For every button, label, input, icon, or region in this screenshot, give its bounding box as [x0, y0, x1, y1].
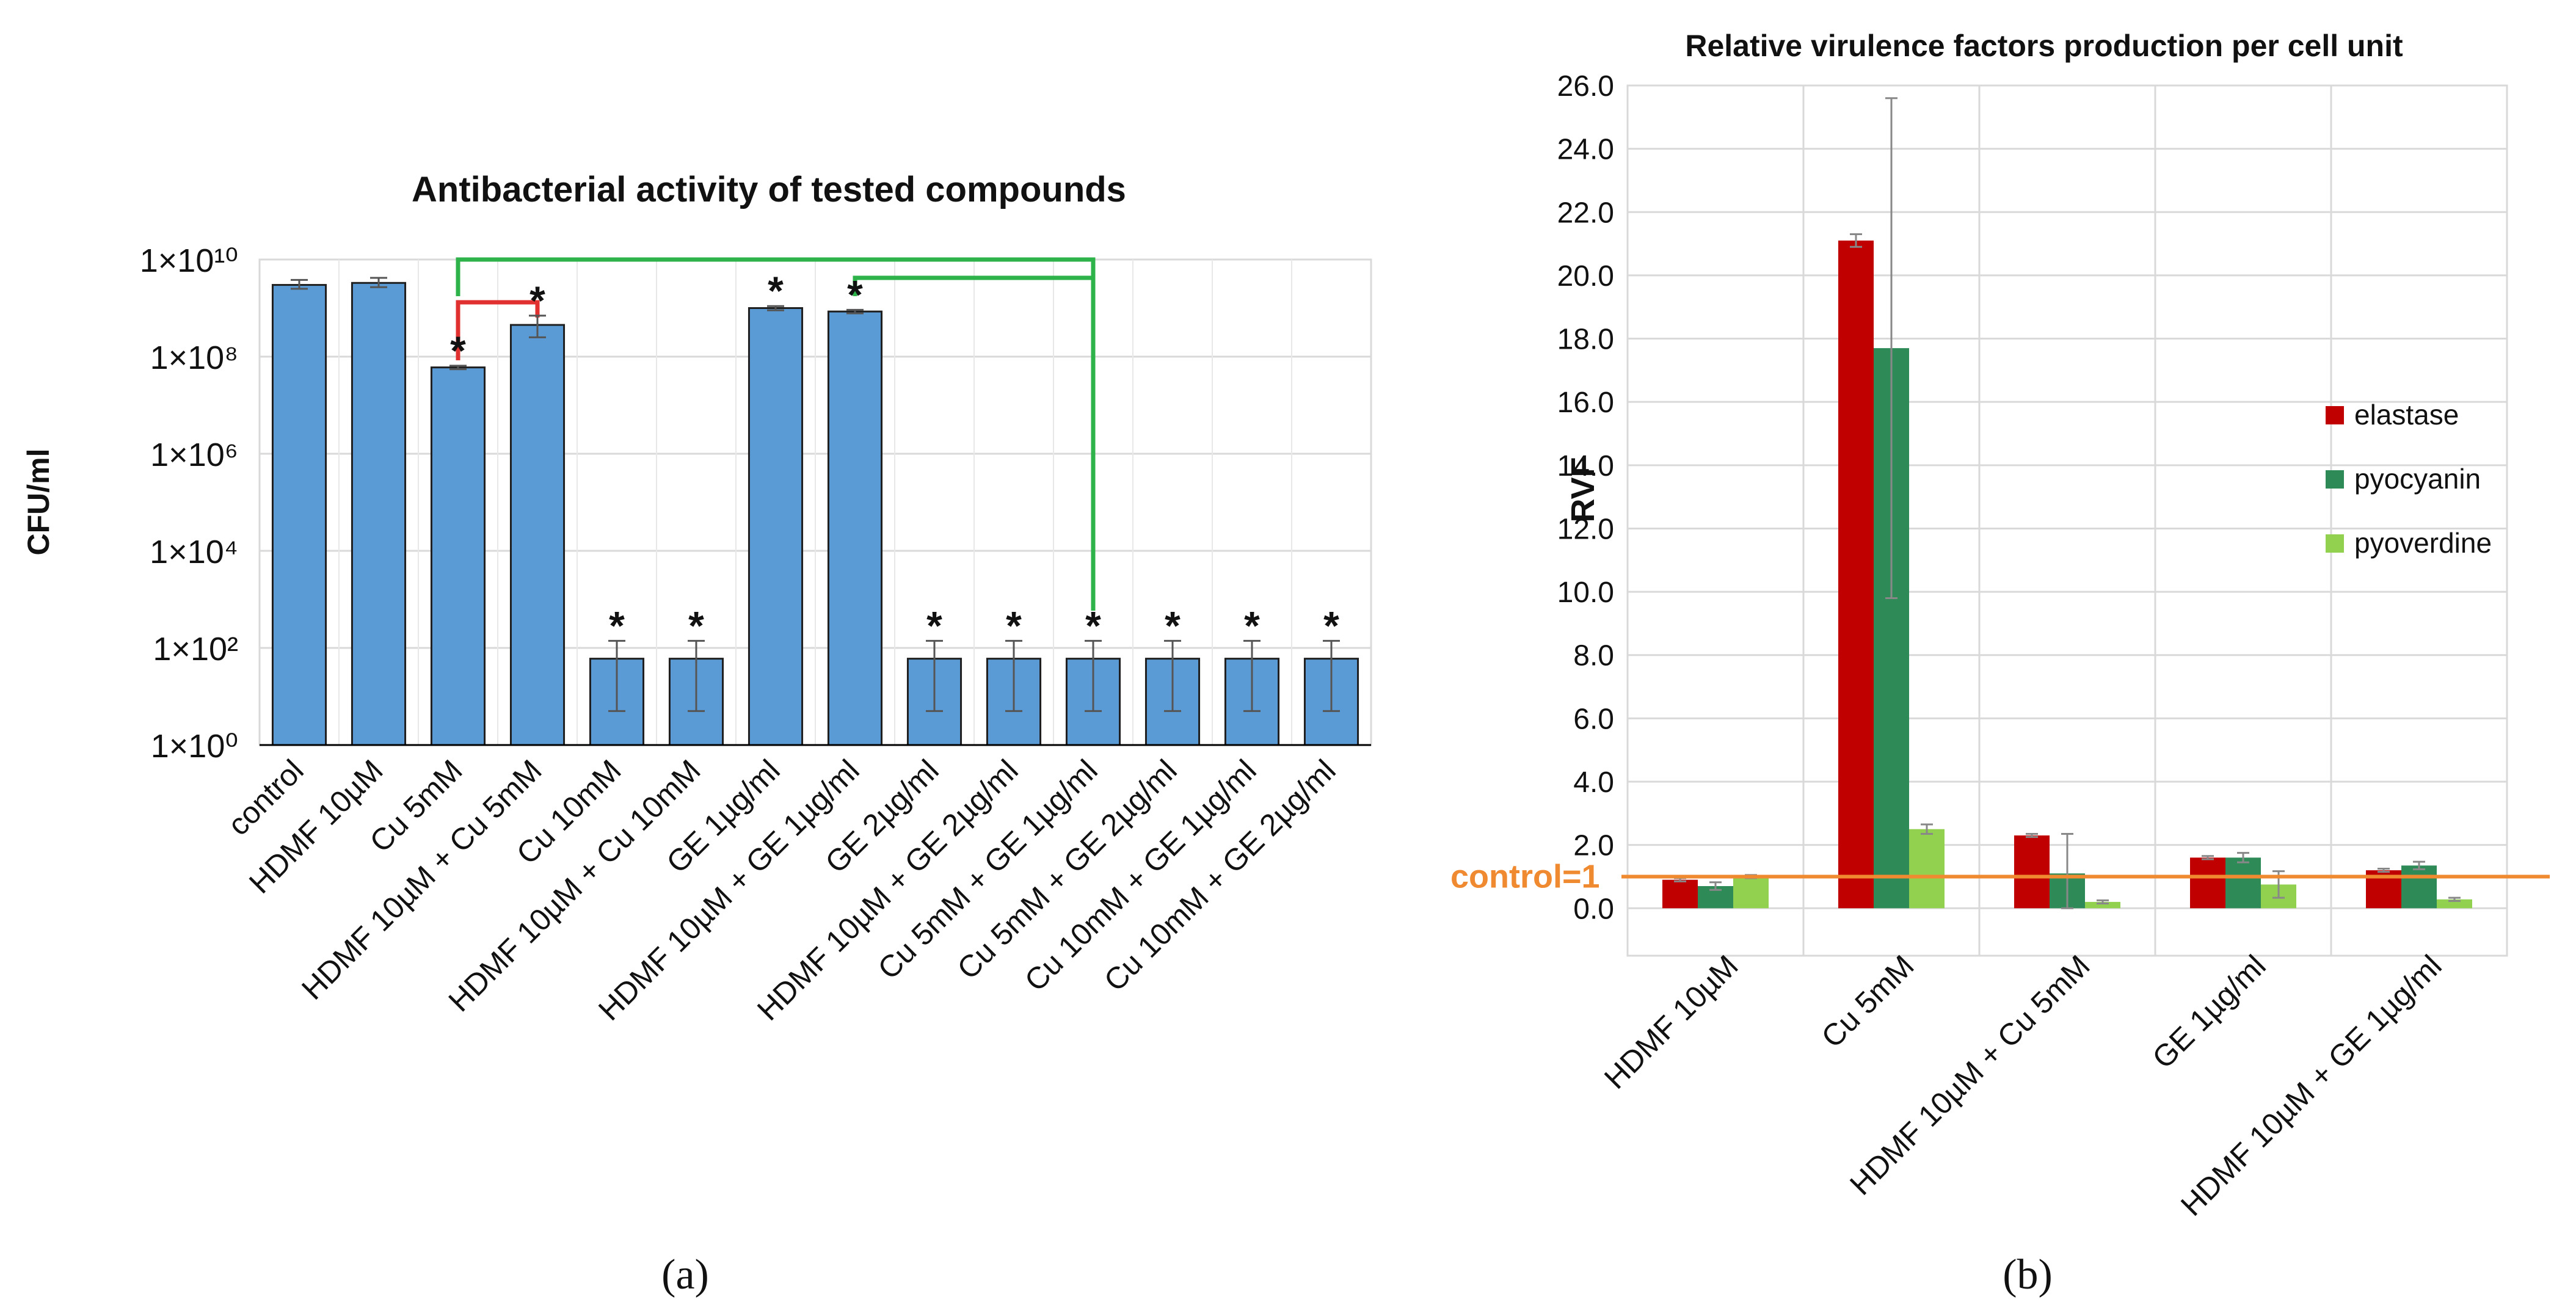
chart-a-significance-star: * — [847, 272, 863, 317]
chart-a-y-tick-label: 1×10⁶ — [150, 437, 238, 473]
chart-a-y-axis-label: CFU/ml — [21, 449, 56, 556]
chart-b-legend-swatch — [2326, 470, 2344, 489]
chart-a-y-tick-labels: 1×10⁰ 1×10² 1×10⁴ 1×10⁶ 1×10⁸ 1×10¹⁰ — [140, 242, 238, 765]
chart-b-bar — [1733, 876, 1769, 909]
chart-b-y-tick-label: 0.0 — [1573, 893, 1614, 925]
chart-b-y-tick-label: 16.0 — [1557, 387, 1614, 419]
panel-label-b: (b) — [2003, 1251, 2053, 1298]
chart-a-significance-star: * — [1323, 603, 1339, 648]
chart-b-y-tick-label: 18.0 — [1557, 324, 1614, 356]
chart-a-significance-star: * — [688, 603, 704, 648]
chart-b-y-tick-label: 8.0 — [1573, 640, 1614, 672]
chart-b-x-tick-label: Cu 5mM — [1815, 948, 1921, 1054]
chart-b-y-tick-label: 20.0 — [1557, 260, 1614, 293]
chart-b-title: Relative virulence factors production pe… — [1685, 29, 2403, 63]
chart-a-bar — [509, 324, 566, 746]
chart-a-significance-star: * — [609, 603, 625, 648]
chart-b-bar — [2085, 901, 2120, 909]
chart-b-bar — [2190, 857, 2225, 909]
chart-b-bar — [2401, 865, 2437, 909]
chart-b-y-tick-label: 4.0 — [1573, 766, 1614, 799]
chart-b-legend-label: pyoverdine — [2354, 527, 2492, 559]
chart-b-y-tick-labels: 0.0 2.0 4.0 6.0 8.0 10.0 12.0 14.0 16.0 18.0 20.0 2… — [1557, 70, 1614, 925]
chart-b-legend: elastase pyocyanin pyoverdine — [2326, 399, 2492, 559]
chart-a-bar — [271, 284, 327, 746]
chart-b-y-tick-label: 14.0 — [1557, 450, 1614, 482]
chart-a-bar — [430, 366, 486, 746]
chart-b-bar — [1662, 879, 1698, 909]
chart-b-error-bars — [1674, 97, 2461, 909]
chart-b-y-tick-label: 10.0 — [1557, 576, 1614, 609]
chart-b-y-tick-label: 2.0 — [1573, 830, 1614, 862]
chart-a-significance-bracket — [456, 300, 540, 360]
chart-b-y-tick-label: 24.0 — [1557, 134, 1614, 166]
chart-a-y-tick-label: 1×10⁸ — [150, 340, 238, 376]
chart-a-error-bars — [291, 277, 1340, 712]
chart-a-y-tick-label: 1×10¹⁰ — [140, 242, 238, 279]
chart-a-significance-stars: * * * * * * * * * * * * — [450, 268, 1339, 648]
chart-a-significance-star: * — [450, 328, 466, 373]
chart-b-gridlines — [1628, 84, 2507, 956]
chart-b-y-tick-label: 22.0 — [1557, 197, 1614, 229]
chart-a-bar — [748, 307, 804, 746]
chart-b-bar — [2014, 835, 2050, 909]
chart-a-significance-star: * — [926, 603, 942, 648]
chart-a-significance-bracket — [853, 275, 1096, 611]
chart-a-significance-star: * — [529, 278, 545, 323]
chart-a-y-tick-label: 1×10² — [153, 631, 238, 667]
chart-b-bars — [1662, 240, 2472, 909]
chart-b-y-tick-label: 12.0 — [1557, 513, 1614, 545]
chart-a-significance-brackets — [456, 257, 1096, 611]
panel-label-a: (a) — [661, 1251, 709, 1298]
chart-b-plot-area — [1626, 84, 2508, 957]
chart-b-x-tick-label: GE 1µg/ml — [2145, 948, 2272, 1075]
chart-a-significance-star: * — [1085, 603, 1101, 648]
chart-b-bar — [2437, 899, 2472, 909]
chart-panel-b: Relative virulence factors production pe… — [1450, 29, 2550, 1298]
chart-a-significance-star: * — [1165, 603, 1181, 648]
chart-a-gridlines — [260, 258, 1371, 746]
chart-b-y-axis-label: RVF — [1565, 457, 1601, 522]
chart-a-bar — [351, 282, 407, 746]
chart-b-legend-label: pyocyanin — [2354, 463, 2481, 495]
chart-a-significance-star: * — [768, 268, 784, 313]
chart-b-legend-swatch — [2326, 406, 2344, 424]
chart-b-legend-swatch — [2326, 534, 2344, 553]
chart-a-bars — [271, 282, 1359, 746]
chart-a-y-tick-label: 1×10⁴ — [150, 534, 238, 570]
chart-b-control-reference-label: control=1 — [1450, 858, 1600, 895]
chart-b-bar — [1909, 829, 1945, 909]
chart-a-significance-star: * — [1006, 603, 1022, 648]
chart-b-y-tick-label: 6.0 — [1573, 703, 1614, 735]
chart-b-legend-label: elastase — [2354, 399, 2459, 431]
chart-a-title: Antibacterial activity of tested compoun… — [412, 170, 1126, 209]
chart-a-significance-star: * — [1244, 603, 1260, 648]
chart-a-y-tick-label: 1×10⁰ — [151, 728, 238, 765]
chart-b-bar — [2225, 857, 2261, 909]
chart-panel-a: Antibacterial activity of tested compoun… — [21, 170, 1372, 1298]
chart-a-bar — [827, 310, 883, 746]
chart-b-y-tick-label: 26.0 — [1557, 70, 1614, 103]
chart-b-bar — [1838, 240, 1874, 909]
chart-b-x-tick-label: HDMF 10µM — [1598, 948, 1745, 1096]
